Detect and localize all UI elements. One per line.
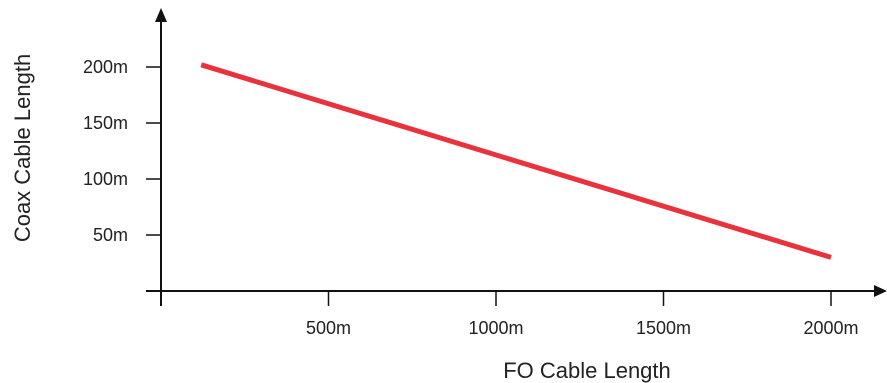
series-line	[200, 62, 832, 260]
y-tick-label: 100m	[83, 169, 128, 189]
axes	[146, 8, 887, 306]
series-layer	[200, 62, 832, 260]
y-tick-label: 200m	[83, 57, 128, 77]
y-ticks: 50m 100m 150m 200m	[83, 57, 161, 245]
x-ticks: 500m 1000m 1500m 2000m	[306, 291, 859, 338]
x-axis-title: FO Cable Length	[503, 358, 671, 383]
y-tick-label: 50m	[93, 225, 128, 245]
y-axis-title: Coax Cable Length	[10, 54, 35, 242]
x-tick-label: 1000m	[468, 318, 523, 338]
x-tick-label: 2000m	[803, 318, 858, 338]
y-tick-label: 150m	[83, 113, 128, 133]
y-axis-arrowhead	[155, 8, 167, 22]
x-axis-arrowhead	[874, 285, 887, 297]
x-tick-label: 1500m	[636, 318, 691, 338]
x-tick-label: 500m	[306, 318, 351, 338]
